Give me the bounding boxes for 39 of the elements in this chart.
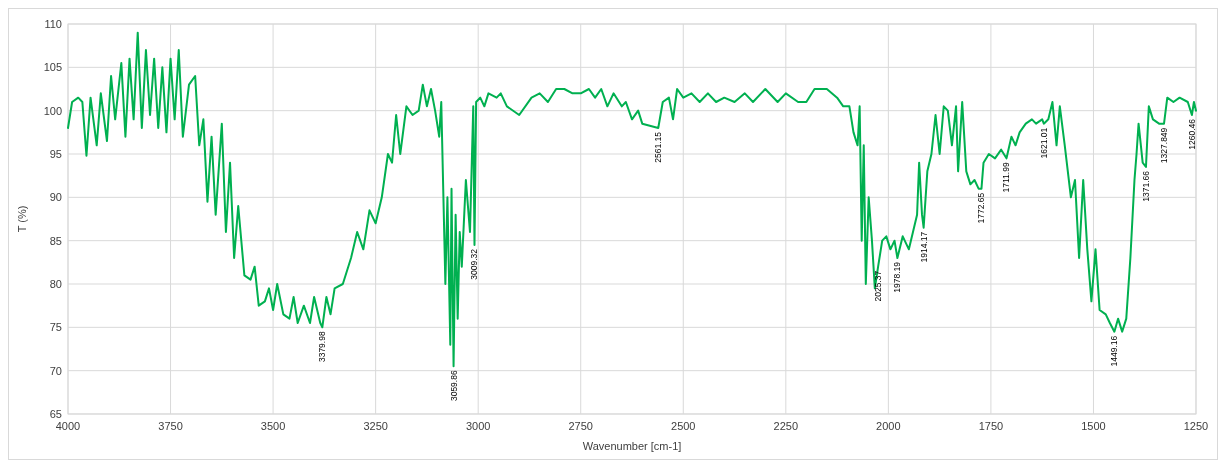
annotation: 1371.66 [1140,170,1151,202]
y-tick-label: 95 [49,147,62,160]
annotation: 1621.01 [1038,127,1049,159]
annotation: 2561.15 [653,131,664,163]
y-tick-label: 85 [49,234,62,247]
x-tick-label: 3250 [363,420,388,432]
x-tick-label: 3500 [260,420,286,432]
x-tick-label: 2250 [773,420,799,432]
x-tick-label: 2000 [876,420,901,432]
annotation: 1260.46 [1186,118,1197,150]
y-tick-label: 100 [43,104,62,117]
y-tick-label: 75 [49,321,62,334]
y-tick-label: 110 [44,17,62,30]
annotation: 3009.32 [469,248,480,280]
line-series [67,31,1197,368]
y-tick-label: 90 [49,191,62,204]
y-axis-title: T (%) [16,205,28,233]
x-tick-label: 1500 [1081,420,1106,432]
x-tick-label: 2500 [671,420,696,432]
x-tick-label: 2750 [568,420,593,432]
annotation: 1914.17 [918,231,929,263]
x-tick-label: 1250 [1183,420,1209,432]
x-axis-title: Wavenumber [cm-1] [582,440,682,452]
y-tick-label: 105 [43,61,62,74]
annotation: 1327.849 [1158,127,1169,164]
annotation: 1978.19 [892,261,903,293]
y-tick-label: 80 [49,277,62,290]
x-tick-label: 3750 [158,420,183,432]
annotation: 1449.16 [1109,335,1120,367]
annotation: 2025.37 [873,270,884,302]
y-tick-label: 65 [49,407,62,420]
annotation: 3059.86 [448,370,459,402]
x-tick-label: 1750 [978,420,1004,432]
x-tick-label: 3000 [465,420,491,432]
annotation: 1711.99 [1001,162,1012,193]
x-tick-label: 4000 [55,420,81,432]
annotation: 3379.98 [317,331,328,363]
annotation: 1772.65 [976,192,987,224]
y-tick-label: 70 [49,364,62,377]
